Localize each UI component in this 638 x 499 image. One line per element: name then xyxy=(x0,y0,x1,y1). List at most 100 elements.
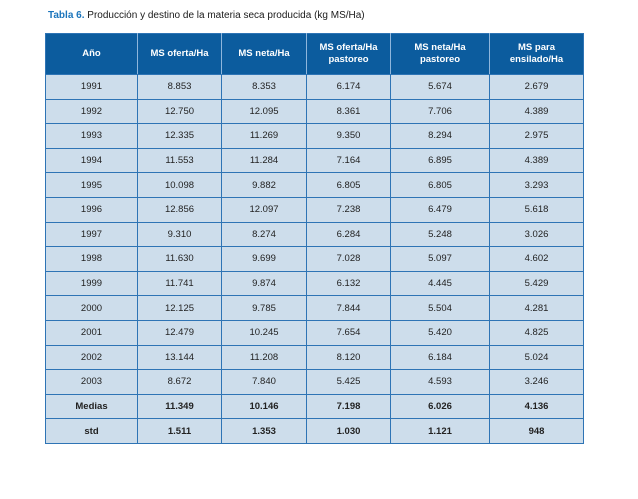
table-cell: 8.294 xyxy=(390,123,490,149)
table-cell: 4.281 xyxy=(489,295,584,321)
table-cell: 4.445 xyxy=(390,270,490,297)
table-cell: 9.874 xyxy=(221,270,307,297)
table-cell: 11.269 xyxy=(221,123,307,149)
table-cell: 5.024 xyxy=(489,344,584,371)
table-cell: 8.120 xyxy=(306,344,391,371)
row-label: 1996 xyxy=(45,196,138,223)
table-cell: 11.553 xyxy=(137,147,222,174)
row-label: Medias xyxy=(45,393,138,420)
row-label: 2000 xyxy=(45,295,138,321)
table-cell: 8.672 xyxy=(137,369,222,395)
table-cell: 10.245 xyxy=(221,319,307,346)
table-cell: 6.184 xyxy=(390,344,490,371)
row-label: 1994 xyxy=(45,147,138,174)
table-row: 1991 8.853 8.353 6.174 5.674 2.679 xyxy=(45,74,584,100)
row-label: 1998 xyxy=(45,246,138,272)
table-cell: 12.095 xyxy=(221,98,307,125)
table-cell: 5.618 xyxy=(489,196,584,223)
table-row: Medias 11.349 10.146 7.198 6.026 4.136 xyxy=(45,393,584,420)
table-cell: 7.840 xyxy=(221,369,307,395)
table-row: 1994 11.553 11.284 7.164 6.895 4.389 xyxy=(45,147,584,174)
table-title-label: Tabla 6. xyxy=(48,10,85,21)
table-cell: 12.750 xyxy=(137,98,222,125)
row-label: 2002 xyxy=(45,344,138,371)
table-cell: 1.511 xyxy=(137,418,222,444)
table-cell: 8.361 xyxy=(306,98,391,125)
table-cell: 1.121 xyxy=(390,418,490,444)
data-table: Año MS oferta/Ha MS neta/Ha MS oferta/Ha pa… xyxy=(45,33,584,444)
table-cell: 12.479 xyxy=(137,319,222,346)
column-header: Año xyxy=(45,33,138,75)
table-cell: 4.389 xyxy=(489,147,584,174)
table-cell: 4.136 xyxy=(489,393,584,420)
column-header: MS para ensilado/Ha xyxy=(489,33,584,75)
column-header: MS oferta/Ha pastoreo xyxy=(306,33,391,75)
table-cell: 6.895 xyxy=(390,147,490,174)
table-cell: 9.699 xyxy=(221,246,307,272)
table-cell: 6.026 xyxy=(390,393,490,420)
table-cell: 11.630 xyxy=(137,246,222,272)
row-label: 1992 xyxy=(45,98,138,125)
table-cell: 5.420 xyxy=(390,319,490,346)
table-cell: 6.284 xyxy=(306,221,391,248)
table-cell: 7.654 xyxy=(306,319,391,346)
table-cell: 2.975 xyxy=(489,123,584,149)
table-row: 1998 11.630 9.699 7.028 5.097 4.602 xyxy=(45,246,584,272)
table-cell: 9.785 xyxy=(221,295,307,321)
table-cell: 9.882 xyxy=(221,172,307,198)
table-row: 2000 12.125 9.785 7.844 5.504 4.281 xyxy=(45,295,584,321)
table-cell: 7.198 xyxy=(306,393,391,420)
table-cell: 6.805 xyxy=(390,172,490,198)
table-row: 1992 12.750 12.095 8.361 7.706 4.389 xyxy=(45,98,584,125)
table-row: 2001 12.479 10.245 7.654 5.420 4.825 xyxy=(45,319,584,346)
table-cell: 11.741 xyxy=(137,270,222,297)
table-row: 1993 12.335 11.269 9.350 8.294 2.975 xyxy=(45,123,584,149)
row-label: 2003 xyxy=(45,369,138,395)
column-header: MS neta/Ha xyxy=(221,33,307,75)
table-cell: 4.389 xyxy=(489,98,584,125)
table-cell: 7.028 xyxy=(306,246,391,272)
table-title: Tabla 6. Producción y destino de la mate… xyxy=(48,9,365,23)
table-header: Año MS oferta/Ha MS neta/Ha MS oferta/Ha pa… xyxy=(45,33,584,75)
table-row: 1999 11.741 9.874 6.132 4.445 5.429 xyxy=(45,270,584,297)
table-cell: 11.208 xyxy=(221,344,307,371)
table-cell: 8.853 xyxy=(137,74,222,100)
table-cell: 4.593 xyxy=(390,369,490,395)
table-row: 1997 9.310 8.274 6.284 5.248 3.026 xyxy=(45,221,584,248)
table-body: 1991 8.853 8.353 6.174 5.674 2.679 1992 12.750 1… xyxy=(45,74,584,444)
table-cell: 7.706 xyxy=(390,98,490,125)
table-cell: 6.132 xyxy=(306,270,391,297)
table-cell: 6.805 xyxy=(306,172,391,198)
table-cell: 2.679 xyxy=(489,74,584,100)
table-cell: 10.098 xyxy=(137,172,222,198)
table-cell: 9.310 xyxy=(137,221,222,248)
table-cell: 6.174 xyxy=(306,74,391,100)
table-cell: 7.238 xyxy=(306,196,391,223)
table-row: 2002 13.144 11.208 8.120 6.184 5.024 xyxy=(45,344,584,371)
table-cell: 1.030 xyxy=(306,418,391,444)
row-label: 1997 xyxy=(45,221,138,248)
row-label: 2001 xyxy=(45,319,138,346)
table-cell: 13.144 xyxy=(137,344,222,371)
table-row: 1995 10.098 9.882 6.805 6.805 3.293 xyxy=(45,172,584,198)
table-cell: 8.353 xyxy=(221,74,307,100)
table-cell: 5.504 xyxy=(390,295,490,321)
table-cell: 1.353 xyxy=(221,418,307,444)
table-cell: 12.097 xyxy=(221,196,307,223)
table-cell: 5.674 xyxy=(390,74,490,100)
row-label: 1995 xyxy=(45,172,138,198)
table-title-text: Producción y destino de la materia seca … xyxy=(84,10,365,21)
row-label: std xyxy=(45,418,138,444)
table-cell: 4.825 xyxy=(489,319,584,346)
table-cell: 6.479 xyxy=(390,196,490,223)
table-cell: 7.844 xyxy=(306,295,391,321)
table-cell: 5.425 xyxy=(306,369,391,395)
row-label: 1991 xyxy=(45,74,138,100)
table-cell: 10.146 xyxy=(221,393,307,420)
table-row: 2003 8.672 7.840 5.425 4.593 3.246 xyxy=(45,369,584,395)
table-cell: 948 xyxy=(489,418,584,444)
table-cell: 5.097 xyxy=(390,246,490,272)
table-cell: 12.335 xyxy=(137,123,222,149)
column-header: MS oferta/Ha xyxy=(137,33,222,75)
